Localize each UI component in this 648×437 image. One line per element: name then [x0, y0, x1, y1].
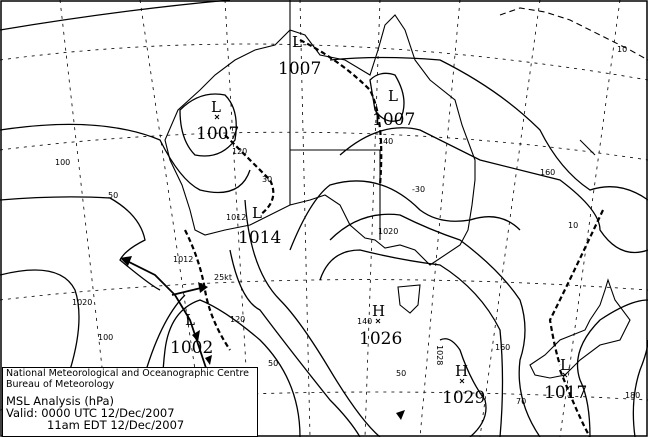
- svg-text:50: 50: [268, 359, 278, 368]
- svg-text:160: 160: [495, 343, 510, 352]
- svg-text:1012: 1012: [173, 255, 193, 264]
- svg-text:L: L: [185, 311, 195, 329]
- org-bureau: Bureau of Meteorology: [6, 379, 115, 390]
- svg-text:L: L: [560, 356, 570, 374]
- org-name: National Meteorological and Oceanographi…: [6, 368, 249, 379]
- legend-box: National Meteorological and Oceanographi…: [2, 367, 258, 437]
- svg-text:H: H: [455, 362, 468, 380]
- svg-text:H: H: [372, 302, 385, 320]
- svg-text:1020: 1020: [72, 298, 92, 307]
- svg-text:140: 140: [357, 317, 372, 326]
- high-centre: H 1029: [442, 362, 485, 408]
- svg-text:10: 10: [617, 45, 627, 54]
- low-centre: L 1007: [196, 98, 239, 144]
- svg-text:120: 120: [230, 315, 245, 324]
- low-centre: L 1007: [278, 33, 321, 79]
- svg-text:L: L: [388, 87, 398, 105]
- svg-text:120: 120: [232, 147, 247, 156]
- svg-text:1012: 1012: [226, 213, 246, 222]
- svg-text:30: 30: [262, 175, 272, 184]
- svg-text:L: L: [252, 204, 262, 222]
- low-centre: L 1007: [372, 87, 415, 130]
- chart-title: MSL Analysis (hPa): [6, 394, 115, 408]
- centre-cross-icon: [562, 372, 568, 378]
- cold-front: [120, 256, 405, 420]
- svg-text:1007: 1007: [278, 59, 321, 79]
- svg-text:140: 140: [378, 137, 393, 146]
- svg-text:1007: 1007: [196, 124, 239, 144]
- centre-cross-icon: [375, 318, 381, 324]
- svg-text:L: L: [211, 98, 221, 116]
- svg-text:100: 100: [55, 158, 70, 167]
- coastline: [164, 0, 648, 379]
- centre-cross-icon: [459, 378, 465, 384]
- svg-text:160: 160: [540, 168, 555, 177]
- svg-text:50: 50: [108, 191, 118, 200]
- troughs: [184, 39, 604, 437]
- svg-text:L: L: [292, 33, 302, 51]
- svg-text:25kt: 25kt: [214, 273, 232, 282]
- svg-text:180: 180: [625, 391, 640, 400]
- valid-local: 11am EDT 12/Dec/2007: [47, 418, 185, 432]
- centre-cross-icon: [214, 114, 220, 120]
- low-centre: L 1014: [238, 204, 281, 248]
- low-centre: L 1002: [170, 311, 213, 358]
- svg-text:1026: 1026: [359, 329, 402, 349]
- svg-text:1020: 1020: [378, 227, 398, 236]
- high-centre: H 1026: [359, 302, 402, 349]
- svg-text:1007: 1007: [372, 110, 415, 130]
- svg-text:70: 70: [516, 397, 526, 406]
- low-centre: L 1017: [544, 356, 587, 403]
- svg-text:1014: 1014: [238, 228, 281, 248]
- valid-utc: Valid: 0000 UTC 12/Dec/2007: [6, 406, 175, 420]
- contour-labels: 100 50 30 1012 1012 25kt 120 1020 100 50…: [55, 45, 640, 406]
- centre-markers: [214, 114, 568, 384]
- svg-text:-30: -30: [412, 185, 425, 194]
- svg-text:10: 10: [568, 221, 578, 230]
- svg-text:1029: 1029: [442, 388, 485, 408]
- svg-text:1028: 1028: [435, 345, 444, 365]
- svg-text:1002: 1002: [170, 338, 213, 358]
- svg-text:50: 50: [396, 369, 406, 378]
- svg-text:100: 100: [98, 333, 113, 342]
- svg-text:1017: 1017: [544, 383, 587, 403]
